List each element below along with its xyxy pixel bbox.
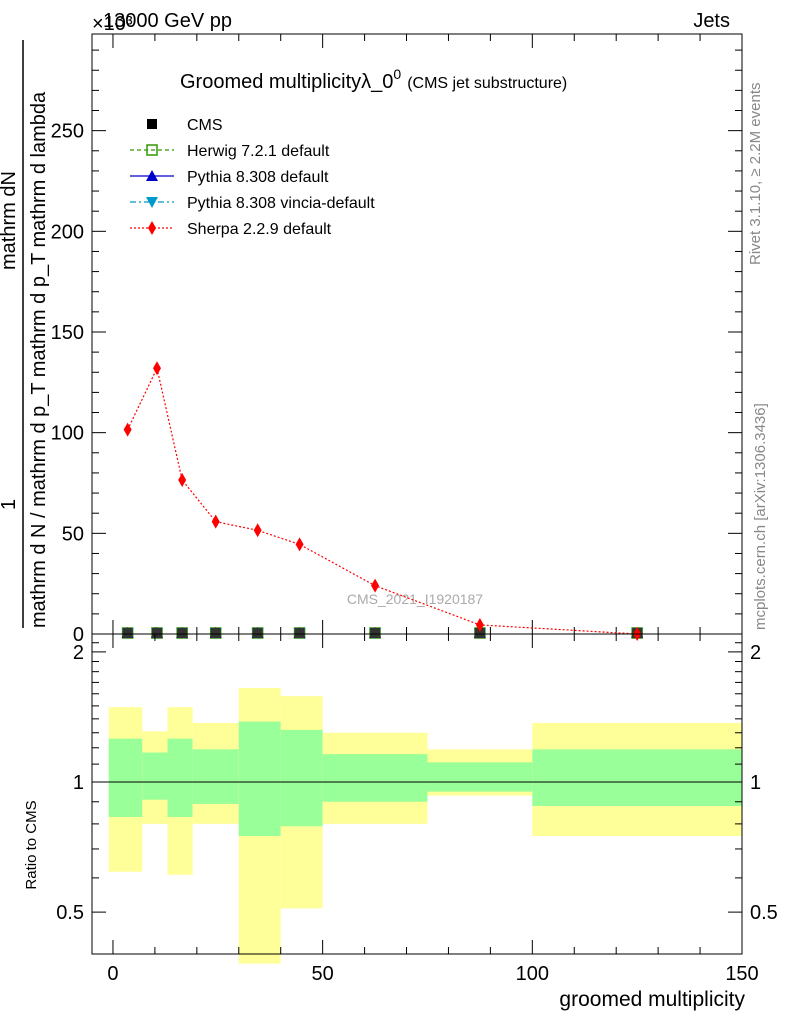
ratio-band-inner [192, 749, 239, 804]
ratio-xtick-label: 100 [516, 963, 549, 985]
cms-point [252, 628, 263, 638]
ratio-bands [92, 688, 742, 964]
ratio-band-inner [322, 754, 428, 802]
ratio-xtick-label: 150 [725, 963, 758, 985]
legend-marker [146, 170, 158, 181]
analysis-watermark: CMS_2021_I1920187 [347, 591, 483, 607]
ratio-ytick-label-right: 1 [750, 772, 761, 794]
rivet-version-label: Rivet 3.1.10, ≥ 2.2M events [747, 83, 764, 266]
main-axis-ticks: 0 50 100 150 200 250 [51, 34, 743, 646]
legend-marker [146, 144, 158, 156]
cms-point [294, 628, 305, 638]
legend-entry: Herwig 7.2.1 default [130, 143, 330, 160]
cms-point [210, 628, 221, 638]
legend-label: Herwig 7.2.1 default [187, 143, 330, 160]
y-title-denominator: mathrm d N / mathrm d p_T mathrm d p_T m… [28, 91, 50, 628]
exponent-label: ×10³ [92, 13, 133, 35]
ratio-axis-ticks: 0.5 0.5 1 1 2 2 0 50 100 150 [56, 634, 778, 985]
sherpa-point [295, 537, 304, 552]
legend-entry: Sherpa 2.2.9 default [130, 221, 332, 238]
ratio-ytick-label-right: 2 [750, 642, 761, 664]
legend-label: Pythia 8.308 vincia-default [187, 195, 375, 212]
sherpa-point [211, 514, 220, 529]
cms-point [152, 628, 162, 638]
ratio-ytick-label: 2 [73, 642, 84, 664]
chart-subtitle: (CMS jet substructure) [407, 75, 567, 92]
ratio-xtick-label: 0 [107, 963, 118, 985]
series-layer [121, 361, 644, 641]
ratio-band-inner [238, 721, 281, 837]
cms-point [474, 628, 485, 638]
ratio-panel-frame [91, 633, 743, 955]
legend-entry: Pythia 8.308 default [130, 169, 329, 186]
legend-entry: CMS [147, 117, 223, 134]
energy-label: 13000 GeV pp [103, 10, 232, 32]
sherpa-point [475, 617, 484, 632]
ratio-band-inner [427, 762, 533, 792]
sherpa-point [253, 523, 262, 538]
legend-label: Pythia 8.308 default [187, 169, 329, 186]
ratio-band-inner [108, 738, 143, 817]
main-ytick-label: 100 [51, 423, 84, 445]
ratio-band-inner [280, 729, 323, 827]
main-ytick-label: 50 [62, 523, 84, 545]
y-title-numerator: mathrm dN [0, 171, 20, 270]
legend-label: Sherpa 2.2.9 default [187, 221, 332, 238]
legend-marker [148, 221, 156, 235]
ratio-ytick-label: 1 [73, 772, 84, 794]
ratio-band-inner [142, 752, 168, 800]
main-ytick-label: 200 [51, 221, 84, 243]
ratio-ytick-label-right: 0.5 [750, 902, 778, 924]
ratio-xtick-label: 50 [312, 963, 334, 985]
main-y-axis-title: mathrm d N / mathrm d p_T mathrm d p_T m… [0, 40, 50, 628]
chart-title: Groomed multiplicityλ_00 (CMS jet substru… [180, 66, 567, 93]
chart-title-sup: 0 [393, 66, 401, 82]
legend-label: CMS [187, 117, 223, 134]
legend: CMS Herwig 7.2.1 default Pythia 8.308 defa… [130, 117, 375, 238]
cms-point [177, 628, 188, 638]
legend-marker [147, 119, 157, 129]
ratio-y-label: Ratio to CMS [23, 800, 40, 889]
main-ytick-label: 150 [51, 322, 84, 344]
ratio-ytick-label: 0.5 [56, 902, 84, 924]
x-axis-label: groomed multiplicity [559, 988, 745, 1011]
legend-marker [146, 197, 158, 208]
ratio-band-inner [532, 749, 742, 806]
sherpa-point [178, 472, 187, 487]
sherpa-point [371, 578, 380, 593]
sherpa-point [153, 361, 161, 376]
y-title-prefix: 1 [0, 499, 20, 510]
chart-title-text: Groomed multiplicityλ_0 [180, 71, 393, 93]
ratio-band-inner [167, 738, 193, 817]
main-ytick-label: 0 [73, 624, 84, 646]
category-label: Jets [693, 10, 730, 32]
legend-entry: Pythia 8.308 vincia-default [130, 195, 375, 212]
sherpa-point [123, 422, 132, 437]
cms-point [122, 628, 133, 638]
main-ytick-label: 250 [51, 121, 84, 143]
cms-point [370, 628, 381, 638]
mcplots-label: mcplots.cern.ch [arXiv:1306.3436] [752, 403, 769, 630]
